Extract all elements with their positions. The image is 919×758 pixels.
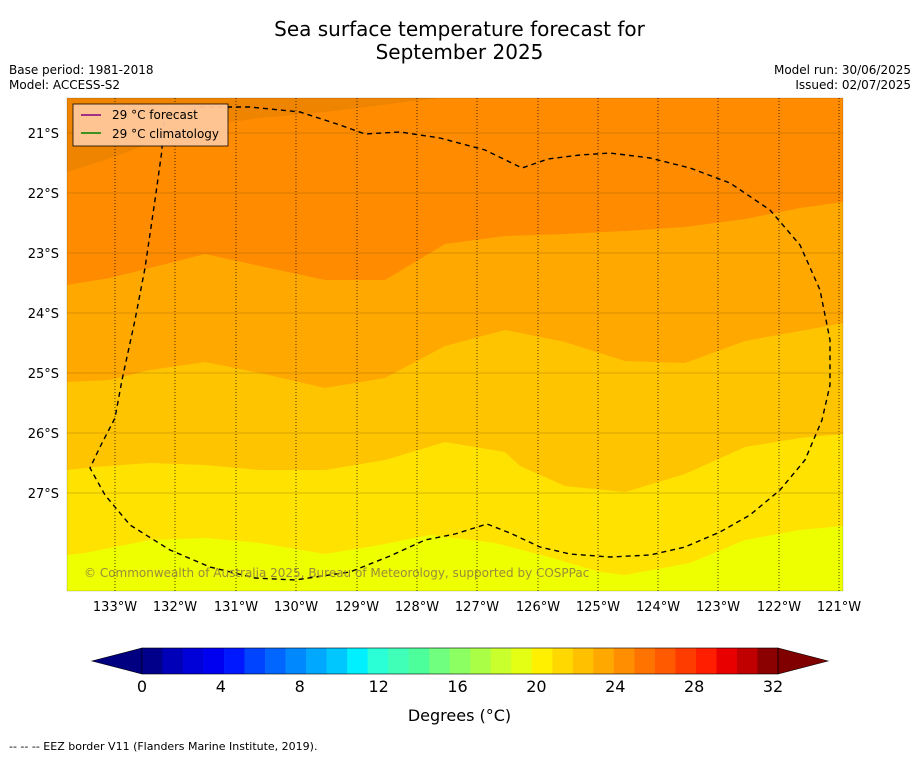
issued-date: Issued: 02/07/2025 [795, 78, 911, 92]
colorbar-swatch [511, 648, 533, 674]
colorbar-tick-label: 8 [295, 677, 305, 696]
meridian-gridlines [114, 98, 840, 591]
colorbar-swatch [675, 648, 697, 674]
copyright-notice: © Commonwealth of Australia 2025, Bureau… [84, 566, 589, 580]
colorbar-swatch [162, 648, 184, 674]
colorbar-frame [141, 647, 779, 675]
lon-label: 127°W [455, 600, 499, 615]
colorbar-tick-label: 12 [368, 677, 388, 696]
colorbar-swatch [470, 648, 492, 674]
colorbar-swatch [613, 648, 635, 674]
colorbar-tick-label: 16 [447, 677, 467, 696]
colorbar-swatch [531, 648, 553, 674]
title-line-1: Sea surface temperature forecast for [274, 17, 645, 41]
colorbar-swatch [142, 648, 163, 674]
colorbar-swatch [695, 648, 717, 674]
colorbar-over-arrow [777, 647, 830, 675]
lat-label: 21°S [28, 127, 59, 142]
colorbar-swatch [388, 648, 410, 674]
lon-label: 131°W [214, 600, 258, 615]
map-frame [66, 97, 844, 592]
lon-label: 132°W [153, 600, 197, 615]
colorbar-swatch [224, 648, 245, 674]
lon-label: 128°W [395, 600, 439, 615]
eez-footnote: -- -- -- EEZ border V11 (Flanders Marine… [9, 740, 318, 753]
lat-label: 22°S [28, 187, 59, 202]
legend-box: 29 °C forecast 29 °C climatology [72, 103, 229, 147]
colorbar-label: Degrees (°C) [407, 706, 512, 725]
sst-field: © Commonwealth of Australia 2025, Bureau… [67, 98, 843, 591]
colorbar-tick-label: 20 [526, 677, 546, 696]
colorbar-swatch [572, 648, 594, 674]
colorbar-under-arrow [90, 647, 143, 675]
colorbar-swatch [306, 648, 327, 674]
colorbar-swatch [716, 648, 738, 674]
meta-right: Model run: 30/06/2025 Issued: 02/07/2025 [774, 63, 911, 93]
latitude-labels: 21°S 22°S 23°S 24°S 25°S 26°S 27°S [28, 127, 59, 502]
colorbar-swatch [285, 648, 307, 674]
lon-label: 121°W [817, 600, 861, 615]
colorbar-tick-label: 4 [216, 677, 226, 696]
lon-label: 125°W [576, 600, 620, 615]
colorbar-swatch [593, 648, 615, 674]
map-title: Sea surface temperature forecast for Sep… [0, 18, 919, 64]
lon-label: 126°W [516, 600, 560, 615]
colorbar-tick-label: 28 [684, 677, 704, 696]
colorbar [90, 647, 830, 675]
colorbar-swatch [552, 648, 574, 674]
meta-left: Base period: 1981-2018 Model: ACCESS-S2 [9, 63, 154, 93]
colorbar-swatch [757, 648, 779, 674]
lon-label: 133°W [93, 600, 137, 615]
eez-border [89, 106, 831, 581]
colorbar-swatch [347, 648, 368, 674]
sst-zone-2 [67, 98, 843, 285]
colorbar-swatch [654, 648, 676, 674]
colorbar-tick-label: 0 [137, 677, 147, 696]
colorbar-swatch [449, 648, 471, 674]
colorbar-swatch [265, 648, 286, 674]
model-name: Model: ACCESS-S2 [9, 78, 121, 92]
legend-forecast-label: 29 °C forecast [112, 108, 198, 122]
colorbar-swatch [490, 648, 512, 674]
lon-label: 130°W [274, 600, 318, 615]
lat-label: 24°S [28, 307, 59, 322]
lat-label: 23°S [28, 247, 59, 262]
base-period: Base period: 1981-2018 [9, 63, 154, 77]
colorbar-tick-label: 24 [605, 677, 625, 696]
colorbar-tick-labels: 0 4 8 12 16 20 24 28 32 [137, 677, 783, 696]
colorbar-swatch [429, 648, 451, 674]
title-line-2: September 2025 [375, 40, 544, 64]
colorbar-tick-label: 32 [763, 677, 783, 696]
colorbar-swatch [408, 648, 430, 674]
colorbar-swatch [367, 648, 389, 674]
lon-label: 124°W [636, 600, 680, 615]
colorbar-swatch [244, 648, 266, 674]
lat-label: 27°S [28, 487, 59, 502]
colorbar-swatch [326, 648, 348, 674]
legend-climatology-label: 29 °C climatology [112, 127, 219, 141]
colorbar-swatch [736, 648, 758, 674]
lon-label: 122°W [757, 600, 801, 615]
lon-label: 129°W [335, 600, 379, 615]
colorbar-swatch [183, 648, 204, 674]
colorbar-swatch [203, 648, 225, 674]
colorbar-swatch [634, 648, 656, 674]
lat-label: 25°S [28, 367, 59, 382]
model-run: Model run: 30/06/2025 [773, 63, 911, 77]
lon-label: 123°W [696, 600, 740, 615]
longitude-labels: 133°W 132°W 131°W 130°W 129°W 128°W 127°W 126°W… [93, 600, 861, 615]
lat-label: 26°S [28, 427, 59, 442]
